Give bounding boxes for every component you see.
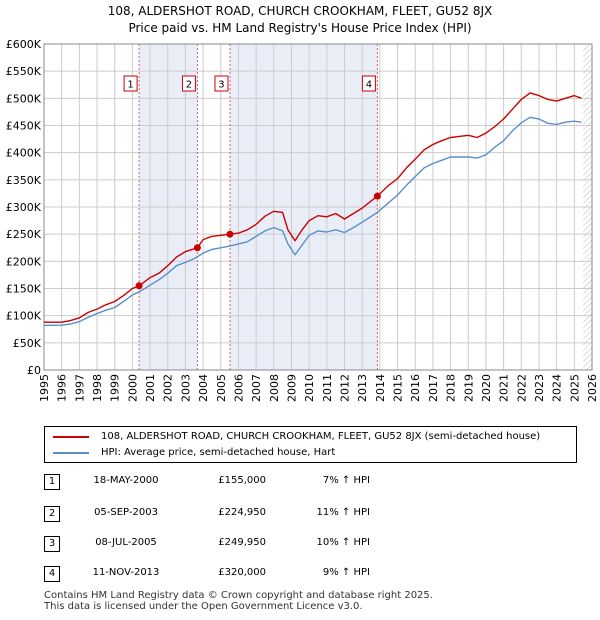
sale-point-1 <box>135 282 143 290</box>
sale-price: £224,950 <box>218 507 266 518</box>
chart-title: 108, ALDERSHOT ROAD, CHURCH CROOKHAM, FL… <box>107 4 493 18</box>
sale-date: 11-NOV-2013 <box>92 567 160 578</box>
x-tick-label: 2025 <box>568 374 581 402</box>
y-tick-label: £200K <box>6 255 42 268</box>
sale-row-3: 3 08-JUL-2005 £249,950 10% ↑ HPI <box>0 536 600 556</box>
sale-label-3: 3 <box>218 80 224 91</box>
sale-hpi: 10% ↑ HPI <box>316 537 370 548</box>
y-tick-label: £500K <box>6 92 42 105</box>
x-tick-label: 2016 <box>409 374 422 402</box>
sale-hpi: 11% ↑ HPI <box>316 507 370 518</box>
sale-point-2 <box>193 244 201 252</box>
sale-date: 08-JUL-2005 <box>95 537 157 548</box>
sale-point-3 <box>226 230 234 238</box>
y-tick-label: £550K <box>6 65 42 78</box>
x-tick-label: 1997 <box>73 374 86 402</box>
sale-hpi: 9% ↑ HPI <box>322 567 370 578</box>
x-tick-label: 2012 <box>339 374 352 402</box>
y-tick-label: £0 <box>27 364 41 377</box>
sale-label-box-3 <box>214 75 229 92</box>
x-tick-label: 2002 <box>162 374 175 402</box>
plot-frame <box>43 43 593 371</box>
x-tick-label: 2017 <box>427 374 440 402</box>
sale-point-4 <box>373 192 381 200</box>
sale-number: 2 <box>44 506 60 522</box>
x-tick-label: 2020 <box>480 374 493 402</box>
sale-price: £155,000 <box>218 475 266 486</box>
sale-label-1: 1 <box>127 80 133 91</box>
x-tick-label: 1995 <box>38 374 51 402</box>
x-tick-label: 2019 <box>462 374 475 402</box>
x-tick-label: 2011 <box>321 374 334 402</box>
y-tick-label: £350K <box>6 174 42 187</box>
sale-row-4: 4 11-NOV-2013 £320,000 9% ↑ HPI <box>0 566 600 586</box>
chart-subtitle: Price paid vs. HM Land Registry's House … <box>128 21 472 35</box>
sale-label-box-2 <box>181 75 196 92</box>
x-tick-label: 2009 <box>285 374 298 402</box>
sale-row-2: 2 05-SEP-2003 £224,950 11% ↑ HPI <box>0 506 600 526</box>
x-tick-label: 2026 <box>586 374 599 402</box>
sale-label-box-4 <box>361 75 376 92</box>
y-tick-label: £450K <box>6 120 42 133</box>
sale-price: £249,950 <box>218 537 266 548</box>
sale-number: 3 <box>44 536 60 552</box>
x-tick-label: 1998 <box>91 374 104 402</box>
x-tick-label: 1999 <box>109 374 122 402</box>
footer: Contains HM Land Registry data © Crown c… <box>44 590 433 612</box>
x-tick-label: 1996 <box>56 374 69 402</box>
y-tick-label: £150K <box>6 283 42 296</box>
sale-price: £320,000 <box>218 567 266 578</box>
legend-label-property: 108, ALDERSHOT ROAD, CHURCH CROOKHAM, FL… <box>101 431 541 442</box>
sale-hpi: 7% ↑ HPI <box>322 475 370 486</box>
x-tick-label: 2018 <box>445 374 458 402</box>
sale-label-4: 4 <box>366 80 372 91</box>
footer-licence: This data is licensed under the Open Gov… <box>44 601 363 612</box>
y-tick-label: £250K <box>6 228 42 241</box>
x-tick-label: 2000 <box>126 374 139 402</box>
sale-date: 05-SEP-2003 <box>94 507 158 518</box>
legend-label-hpi: HPI: Average price, semi-detached house,… <box>101 447 336 458</box>
x-tick-label: 2008 <box>268 374 281 402</box>
x-tick-label: 2015 <box>392 374 405 402</box>
x-tick-label: 2010 <box>303 374 316 402</box>
y-tick-label: £50K <box>13 337 42 350</box>
y-tick-label: £300K <box>6 201 42 214</box>
series-line-hpi <box>43 116 582 327</box>
x-tick-label: 2023 <box>533 374 546 402</box>
x-tick-label: 2003 <box>179 374 192 402</box>
legend-swatch-blue <box>53 452 89 454</box>
footer-copyright: Contains HM Land Registry data © Crown c… <box>44 590 433 601</box>
x-tick-label: 2013 <box>356 374 369 402</box>
price-chart: £0 £50K £100K £150K £200K £250K £300K £350K £400… <box>6 38 599 402</box>
legend: 108, ALDERSHOT ROAD, CHURCH CROOKHAM, FL… <box>44 426 577 463</box>
x-tick-label: 2005 <box>215 374 228 402</box>
y-tick-label: £400K <box>6 147 42 160</box>
sale-number: 1 <box>44 474 60 490</box>
x-tick-label: 2004 <box>197 374 210 402</box>
y-tick-label: £100K <box>6 310 42 323</box>
x-tick-label: 2022 <box>515 374 528 402</box>
x-tick-label: 2006 <box>232 374 245 402</box>
x-tick-label: 2024 <box>551 374 564 402</box>
legend-swatch-red <box>53 436 89 438</box>
sale-date: 18-MAY-2000 <box>93 475 159 486</box>
sale-row-1: 1 18-MAY-2000 £155,000 7% ↑ HPI <box>0 474 600 494</box>
x-tick-label: 2021 <box>498 374 511 402</box>
sale-label-2: 2 <box>186 80 192 91</box>
sale-number: 4 <box>44 566 60 582</box>
y-tick-label: £600K <box>6 38 42 51</box>
x-tick-label: 2014 <box>374 374 387 402</box>
x-tick-label: 2007 <box>250 374 263 402</box>
x-tick-label: 2001 <box>144 374 157 402</box>
sale-label-box-1 <box>123 75 138 92</box>
